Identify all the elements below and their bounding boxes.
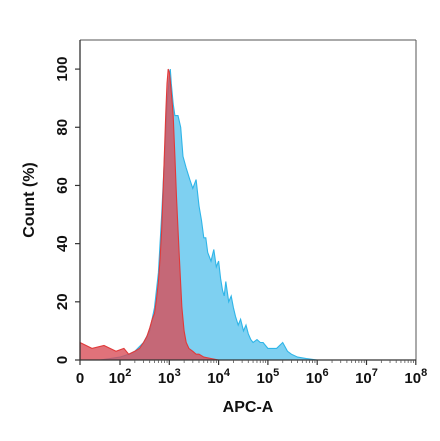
x-tick-label: 102: [109, 367, 132, 387]
y-tick-label: 0: [54, 356, 71, 364]
axes-layer: [79, 39, 417, 361]
y-tick-label: 60: [54, 177, 71, 194]
x-tick-label: 0: [76, 370, 84, 387]
x-tick-label: 105: [256, 367, 279, 387]
series-1-area: [80, 69, 416, 361]
x-tick-label: 107: [355, 367, 378, 387]
series-2-area: [79, 68, 416, 361]
y-axis-title: Count (%): [21, 162, 38, 238]
y-tick-label: 80: [54, 119, 71, 136]
y-tick-label: 40: [54, 235, 71, 252]
x-tick-label: 108: [404, 367, 427, 387]
x-tick-label: 104: [207, 367, 231, 387]
x-axis-title: APC-A: [223, 399, 274, 416]
y-tick-label: 20: [54, 293, 71, 310]
x-tick-label: 106: [306, 367, 329, 387]
series-layer: [79, 68, 416, 361]
tick-layer: 0 20 40 60 80 100 0 102 103 104 105 106 107 108: [54, 57, 427, 387]
y-tick-label: 100: [54, 57, 71, 82]
x-tick-label: 103: [158, 367, 181, 387]
